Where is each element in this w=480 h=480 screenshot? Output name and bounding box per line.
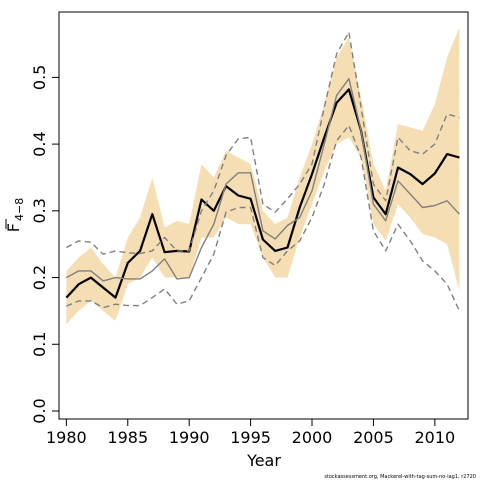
y-tick-label: 0.0 — [30, 398, 49, 423]
x-tick-label: 2005 — [353, 428, 394, 447]
x-tick-label: 1980 — [46, 428, 87, 447]
x-tick-label: 1995 — [230, 428, 271, 447]
y-tick-label: 0.1 — [30, 332, 49, 357]
footer-note: stockassessment.org, Mackerel-with-tag-s… — [324, 474, 476, 480]
upper-dashed-line — [66, 31, 460, 255]
y-axis-title: F 4−8 — [4, 198, 26, 232]
y-tick-label: 0.5 — [30, 65, 49, 90]
y-tick-label: 0.2 — [30, 265, 49, 290]
plot-area — [65, 27, 461, 325]
x-tick-label: 2000 — [292, 428, 333, 447]
x-axis: 1980 1985 1990 1995 2000 2005 2010 — [46, 418, 455, 447]
lower-dashed-line — [66, 124, 461, 312]
estimate-line — [65, 88, 460, 299]
y-axis-title-main: F — [4, 223, 23, 232]
x-axis-title: Year — [246, 451, 281, 470]
y-axis: 0.0 0.1 0.2 0.3 0.4 0.5 — [30, 65, 60, 424]
y-axis-title-sub: 4−8 — [13, 198, 26, 221]
secondary-line — [66, 78, 460, 282]
y-tick-label: 0.3 — [30, 198, 49, 223]
x-tick-label: 2010 — [414, 428, 455, 447]
y-tick-label: 0.4 — [30, 131, 49, 156]
confidence-band — [66, 27, 460, 325]
x-tick-label: 1985 — [107, 428, 148, 447]
x-tick-label: 1990 — [169, 428, 210, 447]
svg-text:F4−8: F 4−8 — [4, 198, 26, 232]
